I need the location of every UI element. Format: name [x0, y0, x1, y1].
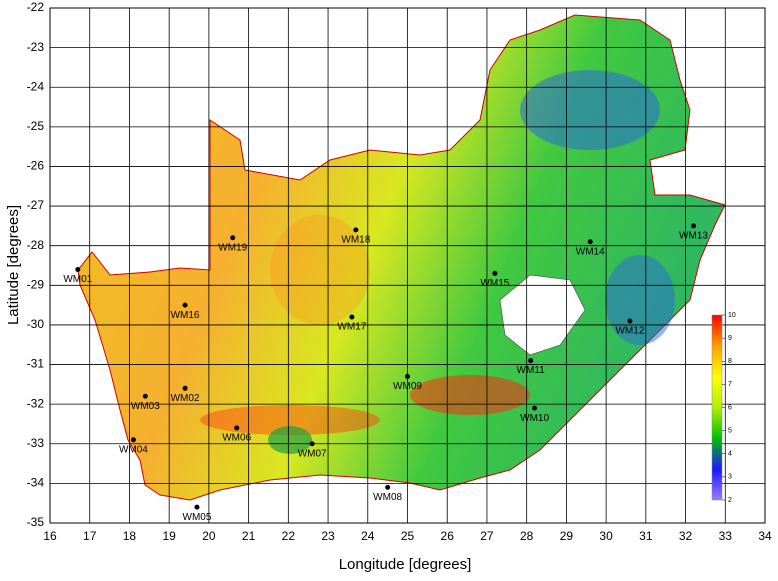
station-label: WM17 [337, 322, 366, 333]
x-tick-label: 30 [599, 529, 613, 543]
station-point [234, 425, 240, 431]
station-label: WM02 [171, 393, 200, 404]
x-tick-label: 20 [202, 529, 216, 543]
station-point [75, 266, 81, 272]
x-tick-label: 17 [83, 529, 97, 543]
colorbar-tick-label: 10 [728, 312, 736, 319]
station-label: WM12 [615, 326, 644, 337]
high-wind-region [200, 405, 380, 435]
x-axis-label: Longitude [degrees] [339, 556, 472, 573]
x-tick-label: 33 [719, 529, 733, 543]
station-point [349, 314, 355, 320]
y-tick-label: -26 [27, 159, 45, 173]
station-point [309, 441, 315, 447]
y-tick-label: -24 [27, 79, 45, 93]
colorbar-tick-label: 4 [728, 451, 732, 458]
colorbar-box [700, 300, 755, 510]
station-label: WM13 [679, 231, 708, 242]
station-label: WM01 [63, 274, 92, 285]
station-label: WM06 [222, 433, 251, 444]
y-tick-label: -34 [27, 476, 45, 490]
high-wind-region [410, 375, 530, 415]
map-land [77, 14, 726, 501]
colorbar-tick-label: 5 [728, 427, 732, 434]
y-tick-label: -32 [27, 396, 45, 410]
high-wind-region [270, 215, 370, 325]
y-tick-label: -23 [27, 40, 45, 54]
station-label: WM11 [517, 365, 546, 376]
lesotho [499, 274, 586, 356]
station-point [405, 373, 410, 379]
low-wind-region [520, 70, 660, 150]
x-tick-label: 28 [520, 529, 534, 543]
y-tick-label: -31 [27, 357, 45, 371]
x-tick-label: 25 [401, 529, 415, 543]
y-tick-label: -25 [27, 119, 45, 133]
x-tick-label: 34 [758, 529, 772, 543]
station-point [142, 393, 148, 399]
y-tick-label: -33 [27, 436, 45, 450]
x-tick-label: 21 [242, 529, 256, 543]
station-point [182, 385, 188, 391]
station-label: WM18 [341, 234, 370, 245]
station-point [182, 302, 188, 308]
y-tick-label: -29 [27, 277, 45, 291]
station-label: WM08 [373, 492, 402, 503]
station-point [492, 270, 498, 276]
x-tick-label: 31 [639, 529, 653, 543]
y-tick-label: -22 [27, 0, 45, 14]
y-tick-label: -35 [27, 515, 45, 529]
colorbar-tick-label: 6 [728, 404, 732, 411]
x-tick-label: 18 [123, 529, 137, 543]
colorbar-tick-label: 9 [728, 335, 732, 342]
x-tick-label: 23 [321, 529, 335, 543]
x-tick-label: 19 [162, 529, 176, 543]
station-point [385, 484, 391, 490]
station-point [528, 358, 534, 364]
station-point [691, 223, 696, 229]
station-point [587, 239, 593, 245]
station-point [130, 437, 136, 443]
x-tick-label: 16 [43, 529, 57, 543]
x-tick-label: 24 [361, 529, 375, 543]
station-label: WM19 [218, 242, 247, 253]
station-point [627, 318, 633, 324]
y-tick-label: -27 [27, 198, 45, 212]
colorbar-tick-label: 7 [728, 381, 732, 388]
station-label: WM04 [119, 444, 148, 455]
colorbar-tick-label: 8 [728, 358, 732, 365]
station-point [353, 227, 359, 233]
station-label: WM15 [480, 278, 509, 289]
x-tick-label: 29 [560, 529, 574, 543]
station-label: WM05 [183, 512, 212, 523]
x-tick-label: 22 [282, 529, 296, 543]
station-label: WM10 [520, 413, 549, 424]
colorbar [711, 314, 723, 501]
station-point [532, 405, 538, 411]
low-wind-region [268, 426, 312, 454]
station-point [230, 235, 236, 241]
x-tick-label: 27 [480, 529, 494, 543]
low-wind-region [605, 255, 675, 345]
station-label: WM16 [171, 310, 200, 321]
station-label: WM07 [298, 448, 327, 459]
y-tick-label: -28 [27, 238, 45, 252]
y-axis-label: Latitude [degrees] [5, 205, 22, 325]
x-tick-label: 32 [679, 529, 693, 543]
y-tick-label: -30 [27, 317, 45, 331]
station-label: WM09 [393, 381, 422, 392]
colorbar-tick-label: 2 [728, 497, 732, 504]
station-label: WM03 [131, 401, 160, 412]
station-label: WM14 [576, 246, 605, 257]
x-tick-label: 26 [441, 529, 455, 543]
station-point [194, 504, 200, 510]
colorbar-tick-label: 3 [728, 474, 732, 481]
